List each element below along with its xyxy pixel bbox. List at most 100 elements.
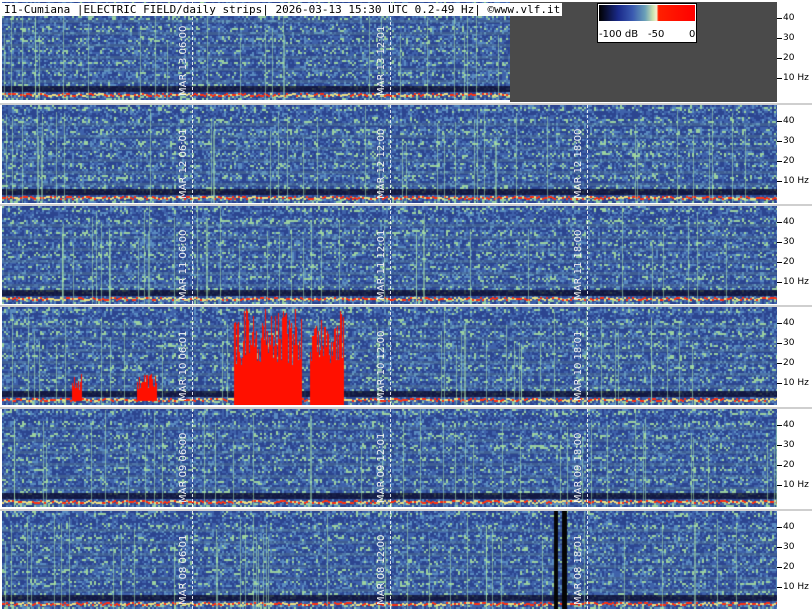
- time-marker-line: [390, 409, 391, 507]
- time-marker-label: MAR 11 12:01: [376, 229, 387, 300]
- axis-tick-label: 20: [783, 358, 795, 368]
- time-marker-line: [192, 105, 193, 203]
- time-marker-line: [192, 511, 193, 609]
- frequency-axis: 40 30 20 10 Hz: [777, 307, 812, 405]
- axis-tick-label: 30: [783, 33, 795, 43]
- axis-tick: [777, 18, 782, 19]
- spectrogram-canvas: [2, 511, 777, 609]
- time-marker-label: MAR 11 18:00: [573, 229, 584, 300]
- axis-tick-label: 10 Hz: [783, 480, 809, 490]
- time-marker-label: MAR 09 12:01: [376, 432, 387, 503]
- strip-separator: [0, 103, 812, 105]
- axis-tick: [777, 343, 782, 344]
- axis-tick-label: 30: [783, 440, 795, 450]
- axis-tick: [777, 527, 782, 528]
- time-marker-line: [192, 409, 193, 507]
- time-marker-line: [192, 2, 193, 100]
- axis-tick: [777, 323, 782, 324]
- spectrogram-canvas: [2, 206, 777, 304]
- axis-tick: [777, 181, 782, 182]
- strip-separator: [0, 509, 812, 511]
- frequency-axis: 40 30 20 10 Hz: [777, 511, 812, 609]
- axis-tick: [777, 222, 782, 223]
- time-marker-label: MAR 10 06:01: [178, 330, 189, 401]
- axis-tick-label: 20: [783, 460, 795, 470]
- axis-tick: [777, 262, 782, 263]
- spectrogram-strip-mar-08: [2, 511, 777, 609]
- axis-tick: [777, 485, 782, 486]
- axis-tick: [777, 242, 782, 243]
- axis-tick-label: 20: [783, 257, 795, 267]
- time-marker-label: MAR 13 06:00: [178, 25, 189, 96]
- axis-tick-label: 40: [783, 420, 795, 430]
- axis-tick-label: 40: [783, 116, 795, 126]
- axis-tick-label: 10 Hz: [783, 176, 809, 186]
- axis-tick: [777, 58, 782, 59]
- colorbar-label-max: 0: [689, 29, 696, 40]
- axis-tick-label: 20: [783, 53, 795, 63]
- axis-tick: [777, 38, 782, 39]
- colorbar-gradient: [599, 5, 695, 21]
- time-marker-label: MAR 08 12:00: [376, 534, 387, 605]
- time-marker-line: [390, 105, 391, 203]
- axis-tick: [777, 547, 782, 548]
- axis-tick-label: 30: [783, 237, 795, 247]
- axis-tick-label: 10 Hz: [783, 378, 809, 388]
- axis-tick: [777, 161, 782, 162]
- frequency-axis: 40 30 20 10 Hz: [777, 2, 812, 100]
- time-marker-label: MAR 10 18:01: [573, 330, 584, 401]
- time-marker-label: MAR 09 18:00: [573, 432, 584, 503]
- axis-tick-label: 40: [783, 217, 795, 227]
- time-marker-label: MAR 13 12:01: [376, 25, 387, 96]
- spectrogram-strip-mar-09: [2, 409, 777, 507]
- time-marker-label: MAR 12 12:00: [376, 128, 387, 199]
- axis-tick: [777, 567, 782, 568]
- spectrogram-canvas: [2, 105, 777, 203]
- time-marker-line: [192, 307, 193, 405]
- time-marker-line: [587, 511, 588, 609]
- axis-tick-label: 10 Hz: [783, 277, 809, 287]
- time-marker-line: [390, 307, 391, 405]
- frequency-axis: 40 30 20 10 Hz: [777, 206, 812, 304]
- axis-tick-label: 40: [783, 13, 795, 23]
- axis-tick: [777, 465, 782, 466]
- axis-tick-label: 10 Hz: [783, 582, 809, 592]
- axis-tick: [777, 587, 782, 588]
- time-marker-label: MAR 08 18:01: [573, 534, 584, 605]
- strip-separator: [0, 204, 812, 206]
- axis-tick-label: 30: [783, 338, 795, 348]
- strip-separator: [0, 407, 812, 409]
- time-marker-line: [390, 511, 391, 609]
- axis-tick-label: 30: [783, 542, 795, 552]
- colorbar-label-mid: -50: [648, 29, 665, 40]
- frequency-axis: 40 30 20 10 Hz: [777, 105, 812, 203]
- colorbar-legend: -100 dB -50 0: [597, 3, 697, 43]
- time-marker-label: MAR 12 18:00: [573, 128, 584, 199]
- axis-tick: [777, 141, 782, 142]
- axis-tick: [777, 383, 782, 384]
- axis-tick: [777, 121, 782, 122]
- time-marker-line: [587, 105, 588, 203]
- spectrogram-canvas: [2, 409, 777, 507]
- spectrogram-strip-mar-10: [2, 307, 777, 405]
- spectrogram-strip-mar-12: [2, 105, 777, 203]
- axis-tick: [777, 78, 782, 79]
- time-marker-line: [587, 307, 588, 405]
- time-marker-label: MAR 09 06:00: [178, 432, 189, 503]
- time-marker-label: MAR 10 12:00: [376, 330, 387, 401]
- axis-tick: [777, 445, 782, 446]
- spectrogram-strip-mar-11: [2, 206, 777, 304]
- axis-tick: [777, 425, 782, 426]
- spectrogram-canvas: [2, 307, 777, 405]
- page-title: I1-Cumiana |ELECTRIC FIELD/daily strips|…: [2, 3, 563, 16]
- axis-tick: [777, 282, 782, 283]
- strip-separator: [0, 305, 812, 307]
- time-marker-line: [587, 206, 588, 304]
- time-marker-line: [390, 2, 391, 100]
- axis-tick-label: 20: [783, 562, 795, 572]
- time-marker-line: [390, 206, 391, 304]
- time-marker-label: MAR 08 06:01: [178, 534, 189, 605]
- time-marker-line: [587, 409, 588, 507]
- colorbar-label-min: -100 dB: [599, 29, 639, 40]
